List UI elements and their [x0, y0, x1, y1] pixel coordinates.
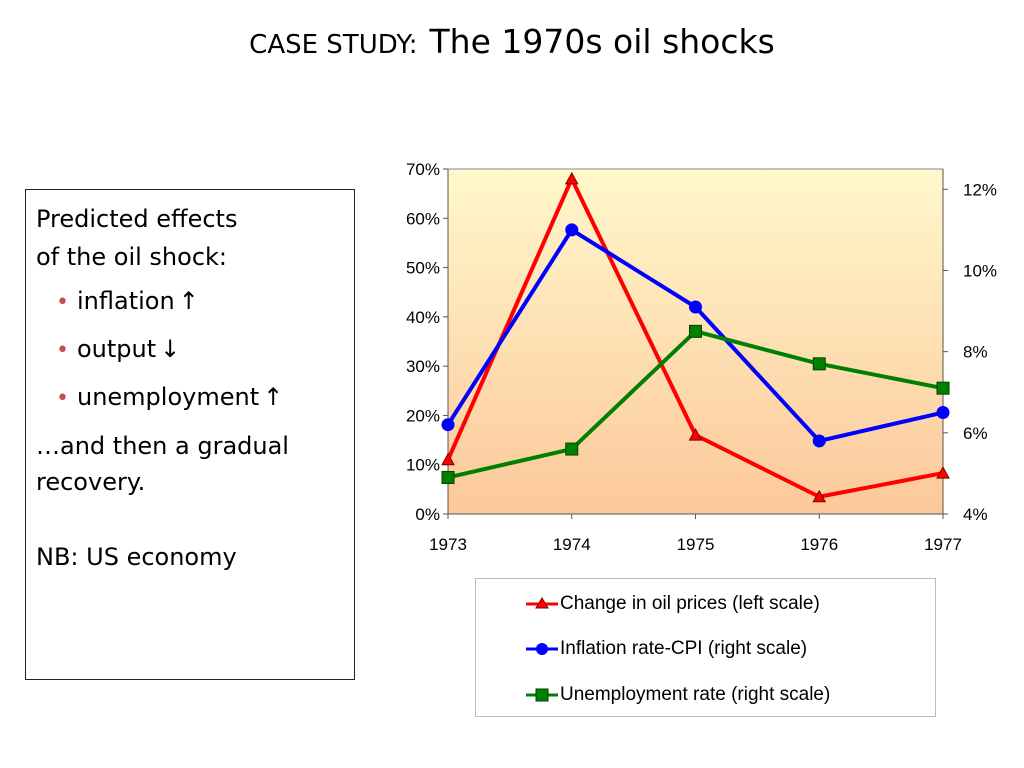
x-tick-label: 1973: [429, 535, 467, 554]
bullet-label: unemployment: [76, 383, 260, 411]
data-point-circle: [812, 434, 826, 448]
bullet-dot-icon: •: [56, 290, 69, 315]
up-arrow-icon: ↑: [263, 383, 284, 411]
data-point-square: [689, 324, 702, 338]
title-prefix: CASE STUDY:: [249, 30, 418, 60]
slide-title: CASE STUDY: The 1970s oil shocks: [0, 22, 1024, 61]
data-point-circle: [936, 406, 950, 420]
bullet-label: output: [76, 335, 157, 363]
legend-item-inflation: Inflation rate-CPI (right scale): [526, 636, 807, 662]
effects-list: • inflation ↑ • output ↓ • unemployment ↑: [36, 278, 344, 422]
x-tick-label: 1976: [800, 535, 838, 554]
triangle-marker-icon: [526, 597, 558, 609]
right-tick-label: 6%: [963, 424, 988, 443]
note-text: NB: US economy: [36, 543, 237, 571]
x-tick-label: 1974: [553, 535, 591, 554]
data-point-circle: [689, 300, 702, 314]
data-point-square: [441, 470, 455, 484]
x-tick-label: 1977: [924, 535, 962, 554]
predictions-textbox: Predicted effects of the oil shock: • inf…: [25, 189, 355, 680]
bullet-inflation: • inflation ↑: [36, 278, 344, 326]
title-main: The 1970s oil shocks: [429, 22, 775, 61]
data-point-circle: [441, 418, 455, 432]
chart-legend: Change in oil prices (left scale) Inflat…: [475, 578, 936, 717]
predictions-heading-line2: of the oil shock:: [36, 243, 228, 271]
bullet-output: • output ↓: [36, 326, 344, 374]
data-point-square: [812, 357, 826, 371]
data-point-square: [936, 381, 950, 395]
left-tick-label: 70%: [406, 160, 440, 179]
data-point-circle: [565, 223, 579, 237]
left-tick-label: 60%: [406, 209, 440, 228]
bullet-dot-icon: •: [56, 338, 69, 363]
left-tick-label: 50%: [406, 259, 440, 278]
left-tick-label: 20%: [406, 406, 440, 425]
predictions-heading-line1: Predicted effects: [36, 205, 238, 233]
legend-label: Inflation rate-CPI (right scale): [560, 638, 808, 659]
square-marker-icon: [526, 688, 558, 702]
bullet-label: inflation: [76, 287, 175, 315]
right-tick-label: 8%: [963, 343, 988, 362]
data-point-square: [565, 442, 579, 456]
recovery-text: …and then a gradual recovery.: [36, 432, 289, 496]
legend-label: Unemployment rate (right scale): [560, 684, 831, 705]
right-tick-label: 12%: [963, 180, 997, 199]
left-tick-label: 0%: [415, 505, 440, 524]
data-point-triangle: [688, 428, 703, 441]
left-tick-label: 40%: [406, 308, 440, 327]
data-point-triangle: [564, 171, 579, 185]
legend-item-oil: Change in oil prices (left scale): [526, 591, 820, 617]
bullet-dot-icon: •: [56, 386, 69, 411]
data-point-triangle: [441, 452, 455, 466]
left-tick-label: 10%: [406, 456, 440, 475]
legend-label: Change in oil prices (left scale): [560, 593, 820, 614]
data-point-triangle: [812, 489, 827, 503]
right-tick-label: 4%: [963, 505, 988, 524]
left-tick-label: 30%: [406, 357, 440, 376]
right-tick-label: 10%: [963, 261, 997, 280]
up-arrow-icon: ↑: [178, 287, 199, 315]
circle-marker-icon: [526, 643, 558, 655]
data-point-triangle: [936, 466, 950, 479]
legend-item-unemployment: Unemployment rate (right scale): [526, 682, 830, 708]
down-arrow-icon: ↓: [160, 335, 181, 363]
bullet-unemployment: • unemployment ↑: [36, 374, 344, 422]
x-tick-label: 1975: [677, 535, 715, 554]
